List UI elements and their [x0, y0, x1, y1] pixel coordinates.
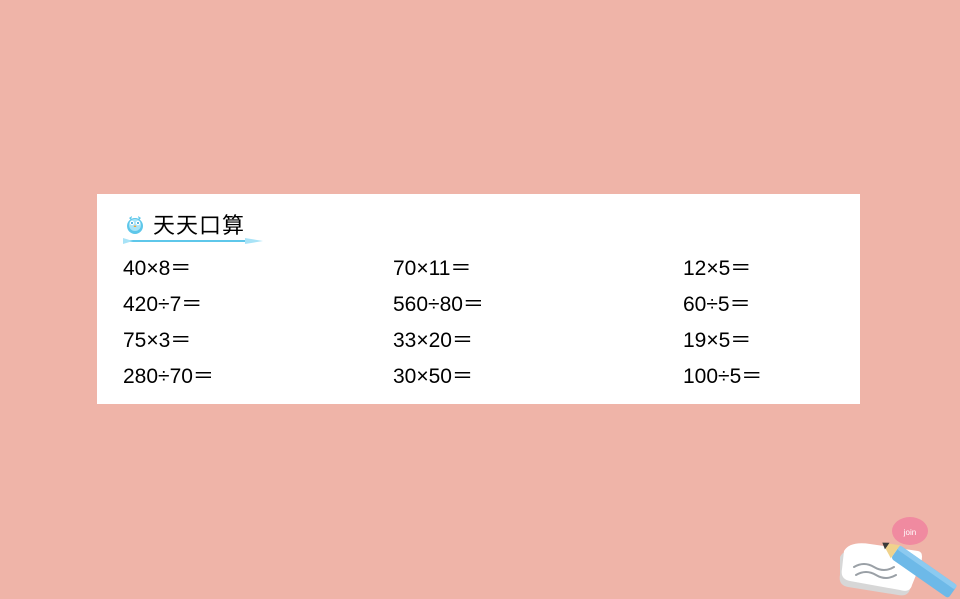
problem-cell: 280÷70＝: [123, 360, 393, 390]
problem-cell: 560÷80＝: [393, 288, 683, 318]
owl-icon: [123, 212, 147, 236]
problem-cell: 60÷5＝: [683, 288, 834, 318]
worksheet-card: 天天口算 40×8＝ 70×11＝ 12×5＝ 420÷7＝ 560÷80＝ 6…: [97, 194, 860, 404]
problem-cell: 33×20＝: [393, 324, 683, 354]
problem-cell: 30×50＝: [393, 360, 683, 390]
svg-text:join: join: [903, 528, 916, 537]
pencil-paper-decoration: join: [820, 489, 960, 599]
problem-cell: 40×8＝: [123, 252, 393, 282]
card-title: 天天口算: [153, 208, 245, 240]
problem-cell: 70×11＝: [393, 252, 683, 282]
problem-cell: 100÷5＝: [683, 360, 834, 390]
problem-cell: 420÷7＝: [123, 288, 393, 318]
problem-cell: 75×3＝: [123, 324, 393, 354]
title-underline: [123, 238, 263, 244]
problem-cell: 19×5＝: [683, 324, 834, 354]
problems-grid: 40×8＝ 70×11＝ 12×5＝ 420÷7＝ 560÷80＝ 60÷5＝ …: [123, 252, 834, 390]
problem-cell: 12×5＝: [683, 252, 834, 282]
card-header: 天天口算: [123, 208, 834, 240]
